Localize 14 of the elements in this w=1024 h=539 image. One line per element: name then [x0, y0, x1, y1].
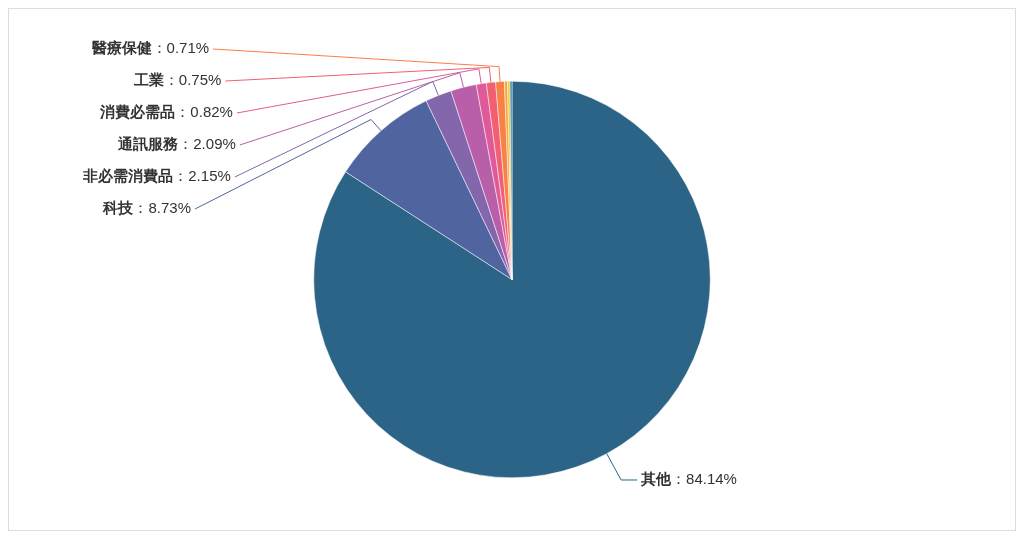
slice-label: 醫療保健	[91, 38, 152, 57]
slice-label: 工業	[132, 70, 164, 89]
slice-label: 消費必需品	[99, 102, 176, 121]
data-label: ：0.75%	[163, 71, 222, 89]
data-label: ：0.82%	[175, 103, 233, 121]
data-label: ：0.71%	[151, 39, 210, 57]
data-label: ：2.09%	[178, 135, 236, 153]
slice-label: 通訊服務	[117, 134, 180, 153]
slice-label: 科技	[102, 198, 135, 217]
data-label: ：2.15%	[173, 167, 231, 185]
data-label: ：8.73%	[133, 199, 192, 217]
slice-label: 非必需消費品	[82, 166, 174, 185]
slice-label: 其他	[640, 469, 673, 488]
data-label: ：84.14%	[671, 470, 737, 488]
